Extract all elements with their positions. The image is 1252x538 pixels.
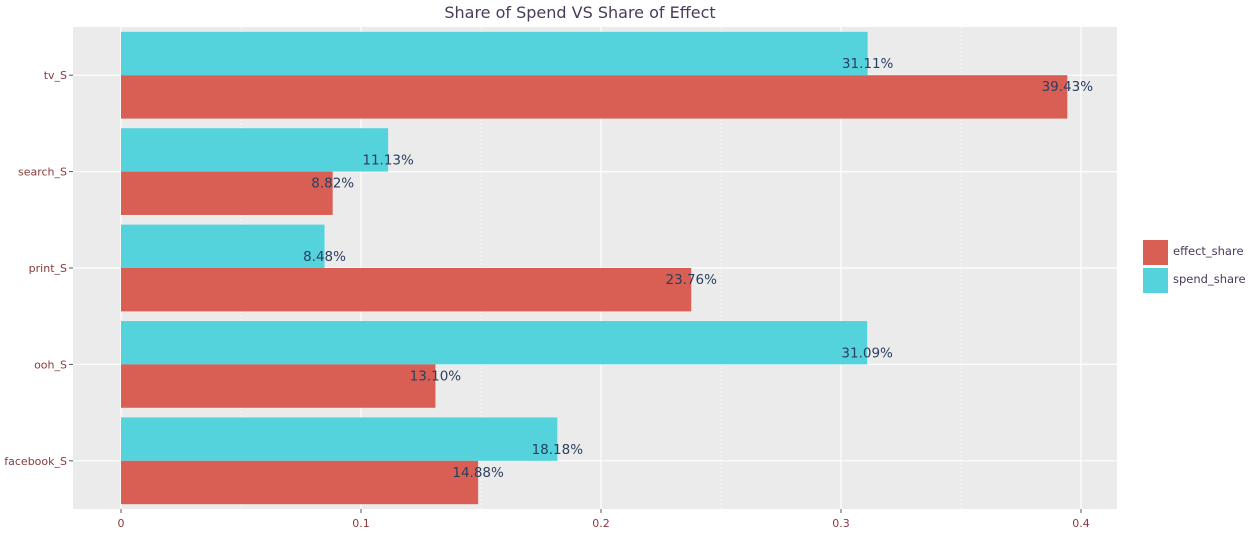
y-tick-label: print_S (29, 262, 67, 275)
data-label-effect-share: 23.76% (665, 272, 717, 288)
bar-effect-share (121, 268, 692, 312)
data-label-effect-share: 13.10% (410, 368, 462, 384)
x-tick-label: 0 (118, 517, 125, 530)
bar-spend-share (121, 417, 558, 461)
data-label-spend-share: 31.11% (842, 56, 894, 72)
bar-effect-share (121, 171, 333, 215)
data-label-effect-share: 14.88% (452, 465, 504, 481)
y-tick-label: tv_S (44, 69, 67, 82)
legend-swatch-effect-share (1143, 240, 1168, 265)
chart-title: Share of Spend VS Share of Effect (444, 3, 716, 22)
bar-effect-share (121, 364, 436, 408)
data-label-spend-share: 11.13% (362, 153, 414, 169)
x-tick-label: 0.3 (832, 517, 850, 530)
y-tick-label: search_S (18, 166, 67, 179)
bar-spend-share (121, 31, 868, 76)
legend-label-effect-share: effect_share (1173, 244, 1244, 258)
data-label-effect-share: 8.82% (311, 176, 354, 192)
bar-spend-share (121, 128, 389, 172)
y-tick-label: ooh_S (34, 358, 67, 371)
data-label-spend-share: 31.09% (841, 345, 893, 361)
bar-effect-share (121, 460, 479, 505)
bar-spend-share (121, 321, 868, 365)
legend-swatch-spend-share (1143, 268, 1168, 293)
bar-effect-share (121, 75, 1068, 119)
legend-label-spend-share: spend_share (1173, 272, 1246, 286)
x-tick-label: 0.1 (352, 517, 370, 530)
x-tick-label: 0.4 (1072, 517, 1090, 530)
data-label-effect-share: 39.43% (1042, 79, 1094, 95)
x-tick-label: 0.2 (592, 517, 610, 530)
data-label-spend-share: 8.48% (303, 249, 346, 265)
bar-spend-share (121, 224, 325, 268)
data-label-spend-share: 18.18% (532, 442, 584, 458)
y-tick-label: facebook_S (4, 455, 67, 468)
